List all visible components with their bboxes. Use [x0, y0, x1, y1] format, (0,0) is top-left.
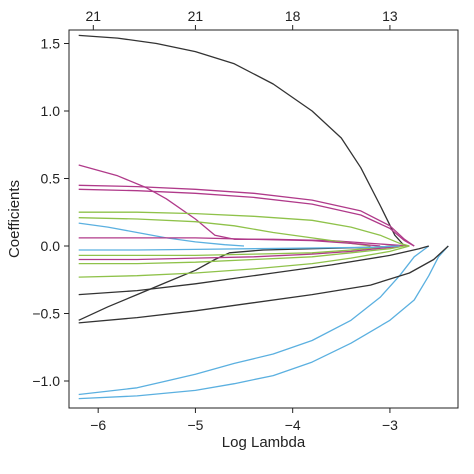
- coefficient-line-8: [78, 184, 415, 247]
- x-tick-label: −5: [187, 417, 203, 433]
- coefficient-line-7: [78, 164, 410, 247]
- series-lines: [78, 34, 449, 400]
- x-axis-title: Log Lambda: [222, 434, 306, 451]
- coefficient-line-13: [78, 237, 381, 247]
- top-tick-label: 21: [86, 8, 102, 24]
- top-tick-label: 21: [188, 8, 204, 24]
- y-tick-label: 1.5: [41, 36, 61, 52]
- top-tick-label: 13: [382, 8, 398, 24]
- coefficient-line-6: [78, 245, 429, 296]
- coefficient-line-15: [78, 245, 410, 278]
- x-tick-label: −4: [285, 417, 301, 433]
- coefficient-line-9: [78, 188, 415, 247]
- y-tick-label: 1.0: [41, 103, 61, 119]
- coefficient-line-14: [78, 245, 390, 257]
- y-tick-label: 0.0: [41, 238, 61, 254]
- coefficient-line-17: [78, 245, 400, 261]
- coefficient-line-1: [78, 34, 405, 247]
- plot-frame: [68, 29, 459, 409]
- coefficient-line-3: [78, 245, 449, 400]
- coefficient-line-18: [78, 245, 400, 251]
- top-tick-label: 18: [285, 8, 301, 24]
- coefficient-line-4: [78, 245, 449, 324]
- coefficient-line-16: [78, 245, 405, 265]
- plot-border: [68, 29, 459, 409]
- y-tick-label: −1.0: [32, 373, 60, 389]
- axis-labels: Log Lambda Coefficients: [6, 180, 306, 451]
- axis-ticks: −6 −5 −4 −3 1.5 1.0 0.5 0.0 −0.5 −1.0 21 21 18 13: [32, 8, 398, 433]
- x-tick-label: −6: [90, 417, 106, 433]
- y-axis-title: Coefficients: [6, 180, 23, 258]
- coefficient-line-10: [78, 211, 410, 247]
- coefficient-line-12: [78, 222, 245, 247]
- y-tick-label: −0.5: [32, 306, 60, 322]
- coefficient-line-2: [78, 245, 430, 396]
- x-tick-label: −3: [382, 417, 398, 433]
- y-tick-label: 0.5: [41, 171, 61, 187]
